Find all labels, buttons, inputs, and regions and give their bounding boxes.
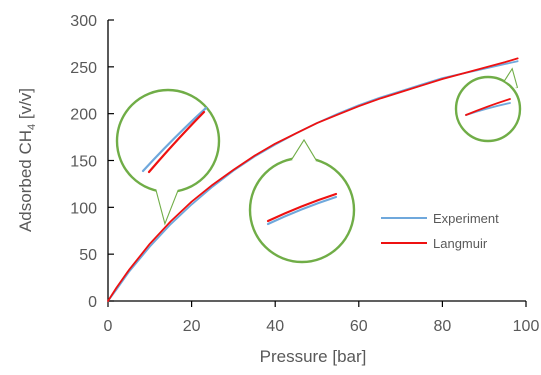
zoom-callout xyxy=(248,138,356,264)
y-axis-title-subscript: 4 xyxy=(26,124,38,130)
x-tick-label: 80 xyxy=(434,318,452,335)
callout-detail-langmuir xyxy=(465,98,511,116)
legend-label-experiment: Experiment xyxy=(433,211,499,226)
x-tick-label: 20 xyxy=(183,318,201,335)
y-tick-label: 150 xyxy=(70,154,97,171)
zoom-callout xyxy=(454,67,522,143)
x-tick-label: 100 xyxy=(513,318,540,335)
y-tick-label: 300 xyxy=(70,13,97,30)
y-tick-label: 100 xyxy=(70,200,97,217)
y-tick-label: 50 xyxy=(79,247,97,264)
callout-pointer-fill xyxy=(292,141,316,161)
axes: 0 50 100 150 200 250 300 0 20 40 60 80 100 xyxy=(70,13,539,335)
y-tick-label: 0 xyxy=(88,294,97,311)
series-line-langmuir xyxy=(107,57,519,302)
zoom-callouts xyxy=(115,67,522,264)
y-axis-title: Adsorbed CH4 [v/v] xyxy=(16,88,38,232)
y-tick-label: 250 xyxy=(70,60,97,77)
y-axis-title-prefix: Adsorbed CH xyxy=(16,130,35,232)
callout-detail-langmuir xyxy=(147,110,206,174)
legend: Experiment Langmuir xyxy=(381,211,499,251)
callout-detail-langmuir xyxy=(266,192,338,223)
callout-circle xyxy=(115,88,221,194)
callout-detail-experiment xyxy=(266,195,338,226)
x-axis-title: Pressure [bar] xyxy=(260,347,367,366)
callout-pointer-fill xyxy=(156,188,178,222)
x-tick-label: 60 xyxy=(350,318,368,335)
y-axis-title-suffix: [v/v] xyxy=(16,88,35,124)
callout-pointer-fill xyxy=(505,70,517,88)
legend-label-langmuir: Langmuir xyxy=(433,236,488,251)
y-tick-label: 200 xyxy=(70,107,97,124)
callout-detail-experiment xyxy=(141,106,208,173)
x-tick-label: 40 xyxy=(266,318,284,335)
x-tick-label: 0 xyxy=(104,318,113,335)
zoom-callout xyxy=(115,88,221,226)
series-layer xyxy=(107,57,519,302)
